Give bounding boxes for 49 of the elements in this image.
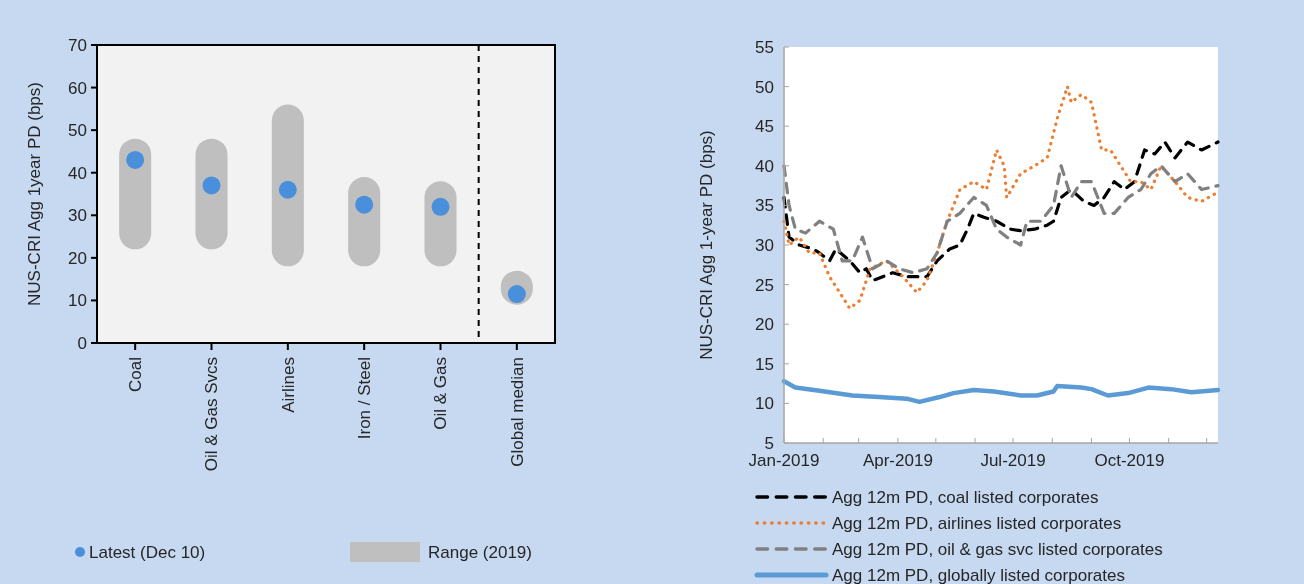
x-tick-label: Coal xyxy=(126,357,146,392)
legend-label: Agg 12m PD, globally listed corporates xyxy=(832,565,1125,584)
point xyxy=(126,150,145,169)
x-tick-label: Jan-2019 xyxy=(748,451,820,470)
y-tick-label: 40 xyxy=(755,156,774,176)
y-tick-label: 50 xyxy=(755,77,774,97)
y-tick-label: 50 xyxy=(68,121,87,141)
y-tick-label: 35 xyxy=(755,196,774,216)
y-tick-label: 15 xyxy=(755,354,774,374)
y-tick-label: 10 xyxy=(755,394,774,414)
line-series xyxy=(782,164,1220,275)
x-tick-label: Apr-2019 xyxy=(862,451,933,470)
point xyxy=(431,197,450,216)
point xyxy=(355,195,374,214)
x-tick-label: Global median xyxy=(507,357,527,467)
y-axis-title: NUS-CRI Agg 1-year PD (bps) xyxy=(697,130,716,360)
y-tick-label: 30 xyxy=(68,206,87,226)
point xyxy=(202,176,221,195)
line-series xyxy=(782,85,1218,310)
y-tick-label: 40 xyxy=(68,163,87,183)
legend-label: Agg 12m PD, coal listed corporates xyxy=(832,487,1099,507)
y-tick-label: 45 xyxy=(755,117,774,137)
y-tick-label: 20 xyxy=(755,315,774,335)
y-tick-label: 0 xyxy=(77,333,87,353)
y-tick-label: 30 xyxy=(755,235,774,255)
x-tick-label: Iron / Steel xyxy=(355,357,375,440)
legend-label: Agg 12m PD, airlines listed corporates xyxy=(832,513,1122,533)
legend-label: Latest (Dec 10) xyxy=(89,542,206,562)
y-tick-label: 25 xyxy=(755,275,774,295)
x-tick-label: Jul-2019 xyxy=(980,451,1046,470)
y-tick-label: 10 xyxy=(68,291,87,311)
line-series xyxy=(781,378,1221,405)
x-tick-label: Oct-2019 xyxy=(1094,451,1165,470)
x-tick-label: Oil & Gas xyxy=(431,357,451,430)
bar xyxy=(271,104,304,267)
legend-label: Range (2019) xyxy=(428,542,532,562)
x-tick-label: Oil & Gas Svcs xyxy=(202,357,222,472)
bar xyxy=(119,138,152,250)
y-tick-label: 70 xyxy=(68,35,87,55)
legend-label: Agg 12m PD, oil & gas svc listed corporates xyxy=(832,539,1163,559)
line-series xyxy=(782,140,1220,283)
y-tick-label: 5 xyxy=(764,433,774,453)
y-tick-label: 60 xyxy=(68,78,87,98)
y-tick-label: 20 xyxy=(68,248,87,268)
y-axis-title: NUS-CRI Agg 1year PD (bps) xyxy=(25,82,44,306)
x-tick-label: Airlines xyxy=(278,357,298,413)
bar xyxy=(195,138,228,250)
y-tick-label: 55 xyxy=(755,37,774,57)
point xyxy=(278,180,297,199)
